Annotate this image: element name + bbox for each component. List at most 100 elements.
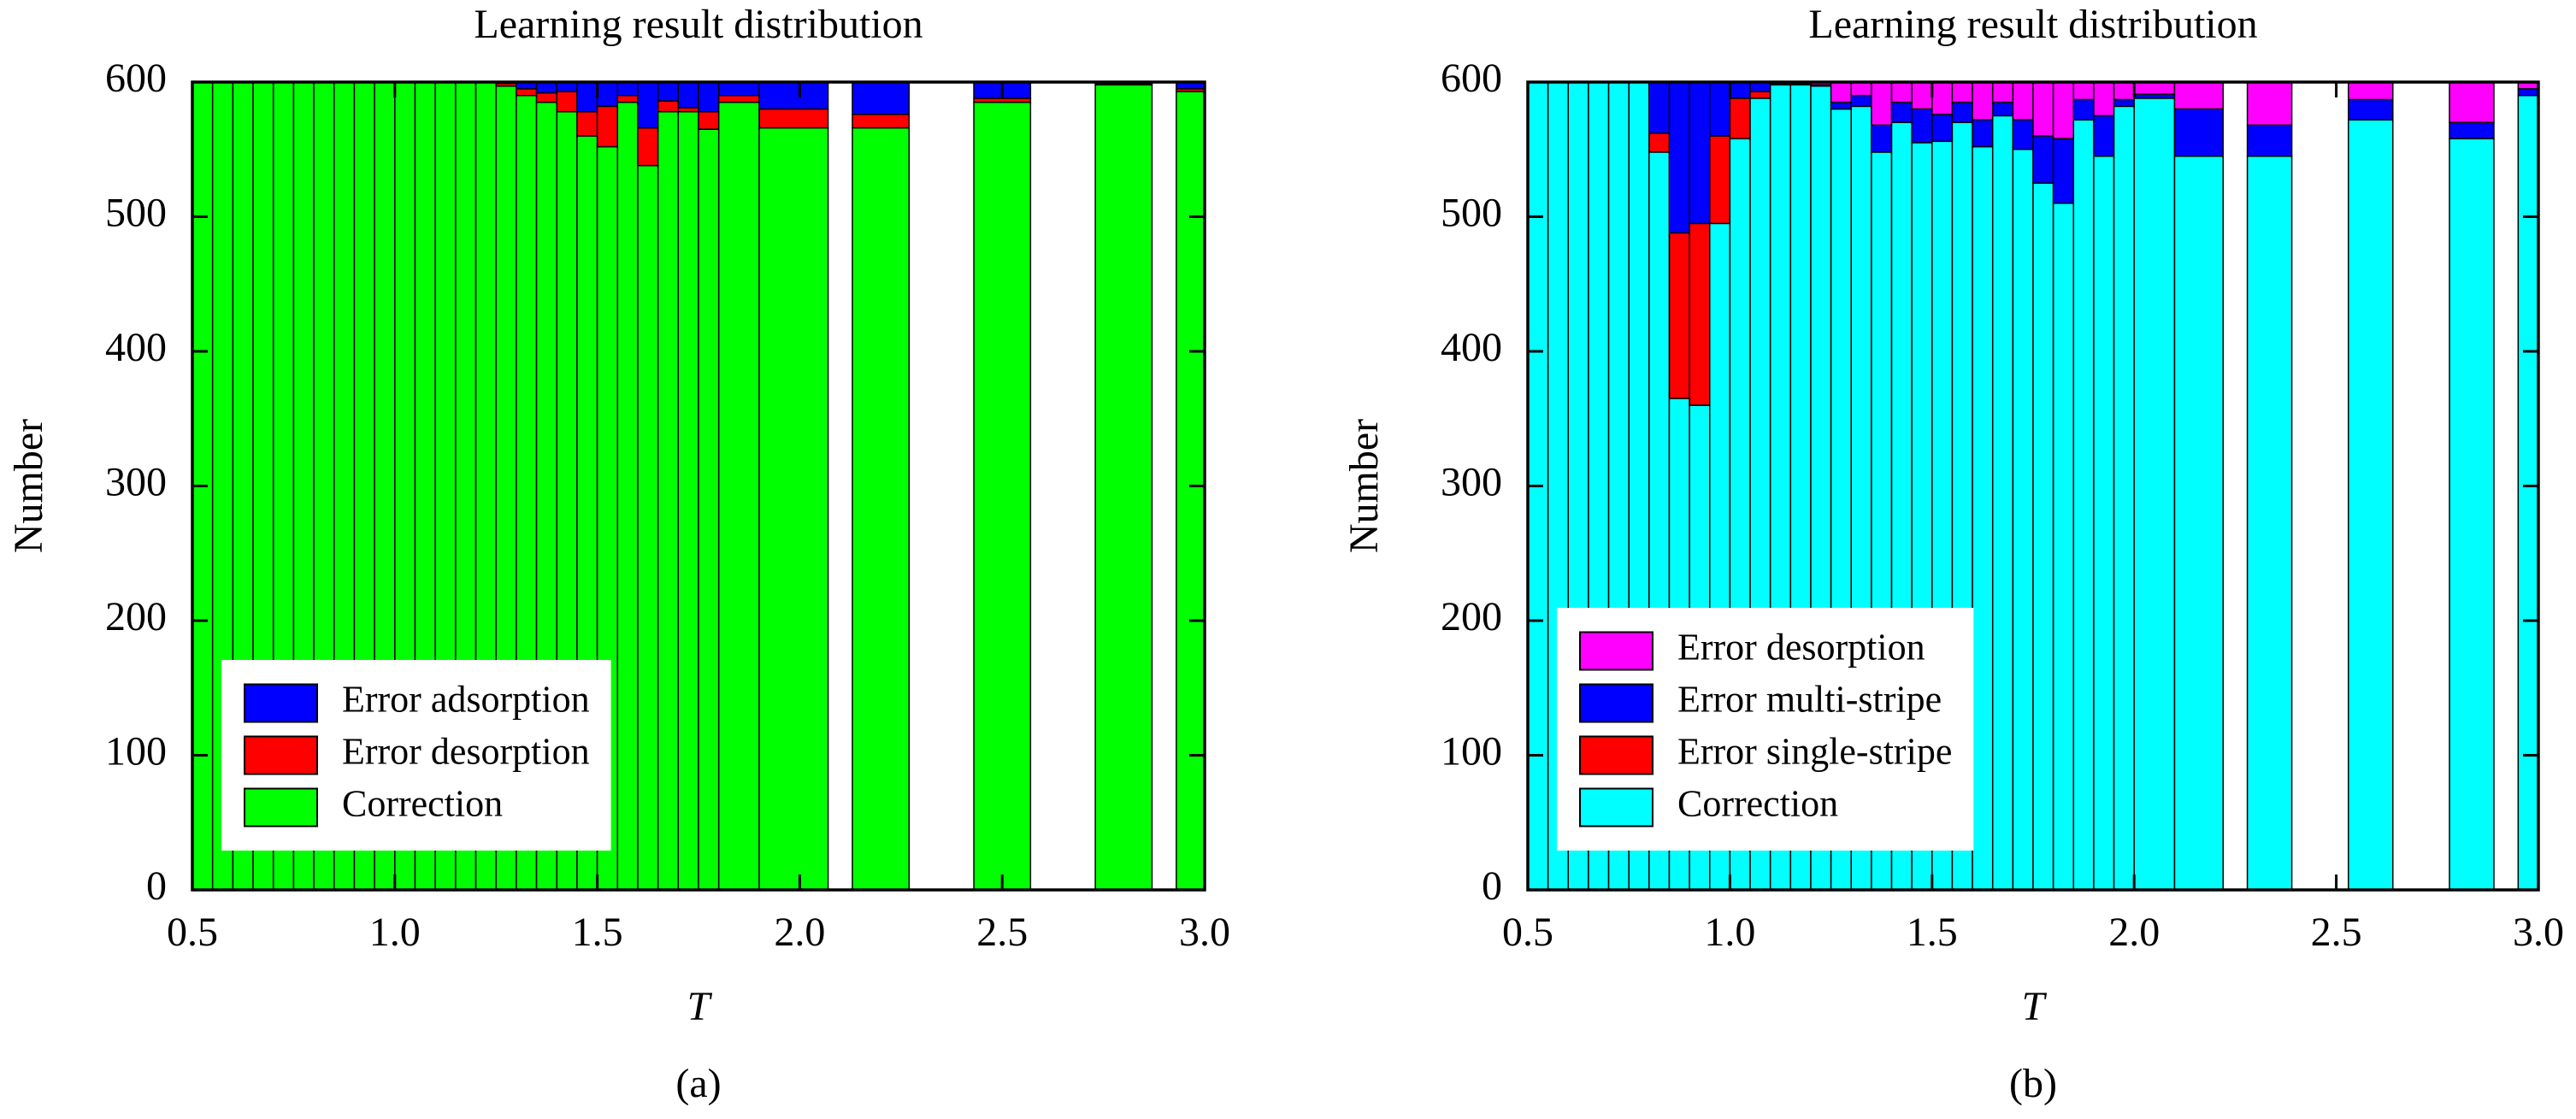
bar-segment [576,81,598,113]
bar-segment [1648,133,1671,153]
bar-segment [2072,98,2095,121]
bar-segment [1890,101,1913,123]
legend-swatch [1579,735,1653,775]
bar-segment [556,91,578,113]
bar-segment [1709,135,1731,225]
bar-segment [2052,81,2075,139]
bar-segment [1176,91,1205,891]
bar-segment [2113,81,2135,101]
y-tick-label: 500 [1441,191,1502,236]
bar-segment [1951,81,1973,103]
y-tick-label: 200 [1441,594,1502,639]
bar-segment [2173,155,2224,891]
legend-label: Error multi-stripe [1677,679,1942,721]
bar-segment [1871,81,1893,127]
caption: (b) [2009,1061,2057,1106]
bar-segment [1830,81,1852,103]
bar-segment [1991,101,2014,117]
bar-segment [2517,88,2539,97]
bar-segment [2012,149,2034,891]
bar-segment [1972,119,1994,148]
legend-label: Error desorption [342,731,590,773]
bar-segment [1871,124,1893,153]
bar-segment [616,81,639,97]
bar-segment [852,81,911,115]
bar-segment [535,91,557,103]
bar-segment [2133,81,2176,95]
bar-segment [2449,138,2495,891]
bar-segment [1911,108,1933,144]
bar-segment [973,101,1032,891]
bar-segment [1668,232,1690,399]
bar-segment [516,88,538,97]
bar-segment [616,101,639,891]
x-tick-label: 1.5 [572,910,623,955]
bar-segment [1931,114,1954,143]
legend-label: Error single-stripe [1677,731,1952,773]
bar-segment [1729,81,1751,99]
bar-segment [2012,119,2034,150]
legend-label: Error desorption [1677,627,1925,668]
y-tick-label: 500 [105,191,167,236]
bar-segment [1911,81,1933,110]
bar-segment [2348,119,2394,891]
bar-segment [2173,81,2224,110]
bar-segment [1648,81,1671,134]
bar-segment [698,110,720,130]
bar-segment [2012,81,2034,121]
y-tick-label: 600 [105,56,167,101]
bar-segment [2348,98,2394,121]
bar-segment [637,164,659,891]
bar-segment [852,114,911,129]
bar-segment [717,95,760,103]
bar-segment [2517,95,2539,891]
bar-segment [677,81,699,109]
bar-segment [717,81,760,97]
legend-swatch [1579,631,1653,671]
bar-segment [2072,119,2095,891]
x-tick-label: 2.5 [976,910,1028,955]
x-tick-label: 1.5 [1907,910,1958,955]
y-tick-label: 0 [1482,863,1502,909]
legend: Error desorption Error multi-stripe Error … [1557,608,1974,851]
bar-segment [677,110,699,891]
y-tick-label: 400 [1441,325,1502,370]
legend-label: Correction [1677,783,1838,825]
bar-segment [2246,124,2293,157]
bar-segment [2052,203,2075,891]
y-tick-label: 300 [105,460,167,505]
y-axis-label: Number [6,419,51,553]
bar-segment [2032,135,2054,184]
bar-segment [657,81,680,102]
bar-segment [2093,155,2115,891]
bar-segment [657,100,680,113]
bar-segment [637,127,659,167]
bar-segment [2133,97,2176,891]
bar-segment [596,105,619,148]
bar-segment [2246,155,2293,891]
x-axis-label: T [2022,984,2048,1029]
x-tick-label: 0.5 [167,910,218,955]
bar-segment [1850,95,1872,108]
legend-swatch [244,683,318,723]
chart-title: Learning result distribution [474,2,923,47]
bar-segment [1972,81,1994,121]
bar-segment [2173,108,2224,157]
x-tick-label: 0.5 [1502,910,1553,955]
bar-segment [2052,138,2075,204]
bar-segment [2449,81,2495,123]
bar-segment [2113,105,2135,891]
bar-segment [535,81,557,94]
bar-segment [717,101,760,891]
y-tick-label: 0 [146,863,167,909]
bar-segment [1890,81,1913,103]
legend-swatch [244,735,318,775]
legend-swatch [1579,683,1653,723]
bar-segment [2032,81,2054,137]
bar-segment [698,128,720,891]
x-tick-label: 3.0 [2513,910,2564,955]
bar-segment [2032,182,2054,891]
y-tick-label: 600 [1441,56,1502,101]
legend-label: Correction [342,783,503,825]
